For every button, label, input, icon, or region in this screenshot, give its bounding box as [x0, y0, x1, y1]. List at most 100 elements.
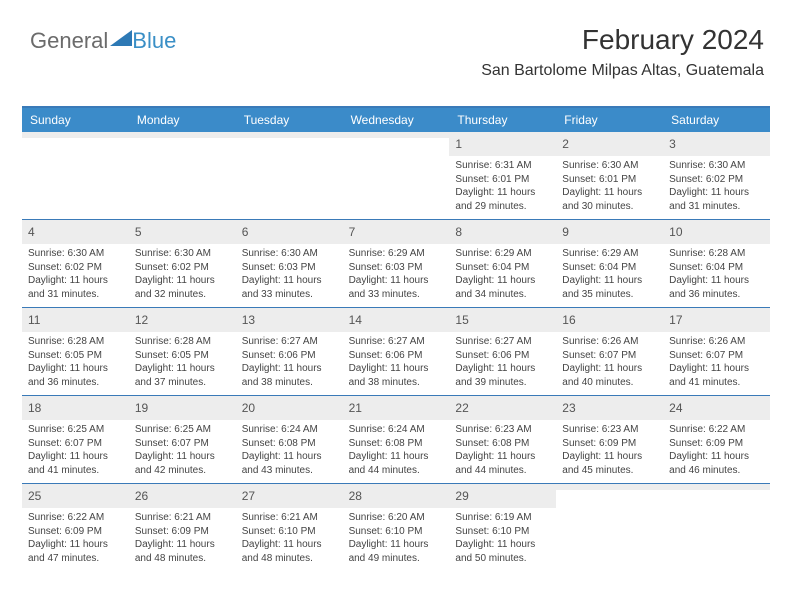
day-header-row: Sunday Monday Tuesday Wednesday Thursday…: [22, 108, 770, 132]
day-header-fri: Friday: [556, 108, 663, 132]
day-number-row: [343, 132, 450, 138]
day-cell: 19Sunrise: 6:25 AMSunset: 6:07 PMDayligh…: [129, 396, 236, 483]
day-details: Sunrise: 6:25 AMSunset: 6:07 PMDaylight:…: [22, 420, 129, 483]
day-number-row: 9: [556, 220, 663, 244]
day-details: Sunrise: 6:24 AMSunset: 6:08 PMDaylight:…: [236, 420, 343, 483]
logo-triangle-icon: [110, 30, 132, 46]
day-number-row: 2: [556, 132, 663, 156]
day-details: Sunrise: 6:22 AMSunset: 6:09 PMDaylight:…: [22, 508, 129, 571]
sunset-text: Sunset: 6:08 PM: [242, 437, 337, 451]
sunset-text: Sunset: 6:08 PM: [349, 437, 444, 451]
day-header-wed: Wednesday: [343, 108, 450, 132]
daylight-text: Daylight: 11 hours and 44 minutes.: [455, 450, 550, 477]
day-number: 13: [242, 313, 255, 327]
day-number-row: [663, 484, 770, 490]
day-cell: 5Sunrise: 6:30 AMSunset: 6:02 PMDaylight…: [129, 220, 236, 307]
sunset-text: Sunset: 6:09 PM: [28, 525, 123, 539]
day-number-row: 8: [449, 220, 556, 244]
week-row: 18Sunrise: 6:25 AMSunset: 6:07 PMDayligh…: [22, 395, 770, 483]
sunset-text: Sunset: 6:04 PM: [455, 261, 550, 275]
daylight-text: Daylight: 11 hours and 41 minutes.: [28, 450, 123, 477]
brand-logo: General Blue: [30, 28, 176, 54]
daylight-text: Daylight: 11 hours and 31 minutes.: [28, 274, 123, 301]
daylight-text: Daylight: 11 hours and 45 minutes.: [562, 450, 657, 477]
sunset-text: Sunset: 6:02 PM: [669, 173, 764, 187]
day-cell: 28Sunrise: 6:20 AMSunset: 6:10 PMDayligh…: [343, 484, 450, 571]
day-cell: 9Sunrise: 6:29 AMSunset: 6:04 PMDaylight…: [556, 220, 663, 307]
daylight-text: Daylight: 11 hours and 29 minutes.: [455, 186, 550, 213]
sunset-text: Sunset: 6:10 PM: [455, 525, 550, 539]
sunrise-text: Sunrise: 6:19 AM: [455, 511, 550, 525]
day-details: Sunrise: 6:19 AMSunset: 6:10 PMDaylight:…: [449, 508, 556, 571]
day-details: Sunrise: 6:28 AMSunset: 6:05 PMDaylight:…: [129, 332, 236, 395]
day-number: 21: [349, 401, 362, 415]
page-header: February 2024 San Bartolome Milpas Altas…: [481, 24, 764, 80]
calendar-grid: Sunday Monday Tuesday Wednesday Thursday…: [22, 106, 770, 571]
day-number-row: [556, 484, 663, 490]
day-number: 7: [349, 225, 356, 239]
daylight-text: Daylight: 11 hours and 41 minutes.: [669, 362, 764, 389]
sunrise-text: Sunrise: 6:30 AM: [135, 247, 230, 261]
day-details: Sunrise: 6:26 AMSunset: 6:07 PMDaylight:…: [556, 332, 663, 395]
daylight-text: Daylight: 11 hours and 38 minutes.: [242, 362, 337, 389]
day-cell: [236, 132, 343, 219]
sunset-text: Sunset: 6:01 PM: [455, 173, 550, 187]
day-details: Sunrise: 6:29 AMSunset: 6:03 PMDaylight:…: [343, 244, 450, 307]
day-number: 15: [455, 313, 468, 327]
sunset-text: Sunset: 6:02 PM: [135, 261, 230, 275]
day-number-row: 14: [343, 308, 450, 332]
day-details: Sunrise: 6:22 AMSunset: 6:09 PMDaylight:…: [663, 420, 770, 483]
sunset-text: Sunset: 6:02 PM: [28, 261, 123, 275]
day-number-row: 13: [236, 308, 343, 332]
day-cell: 8Sunrise: 6:29 AMSunset: 6:04 PMDaylight…: [449, 220, 556, 307]
sunset-text: Sunset: 6:04 PM: [669, 261, 764, 275]
day-details: Sunrise: 6:25 AMSunset: 6:07 PMDaylight:…: [129, 420, 236, 483]
day-details: Sunrise: 6:20 AMSunset: 6:10 PMDaylight:…: [343, 508, 450, 571]
sunrise-text: Sunrise: 6:21 AM: [135, 511, 230, 525]
daylight-text: Daylight: 11 hours and 43 minutes.: [242, 450, 337, 477]
sunset-text: Sunset: 6:04 PM: [562, 261, 657, 275]
sunset-text: Sunset: 6:07 PM: [669, 349, 764, 363]
sunrise-text: Sunrise: 6:31 AM: [455, 159, 550, 173]
day-cell: 13Sunrise: 6:27 AMSunset: 6:06 PMDayligh…: [236, 308, 343, 395]
day-number: 26: [135, 489, 148, 503]
day-header-tue: Tuesday: [236, 108, 343, 132]
day-number-row: 1: [449, 132, 556, 156]
sunset-text: Sunset: 6:06 PM: [349, 349, 444, 363]
daylight-text: Daylight: 11 hours and 48 minutes.: [135, 538, 230, 565]
day-details: Sunrise: 6:30 AMSunset: 6:01 PMDaylight:…: [556, 156, 663, 219]
sunrise-text: Sunrise: 6:28 AM: [135, 335, 230, 349]
sunrise-text: Sunrise: 6:28 AM: [28, 335, 123, 349]
day-number: 5: [135, 225, 142, 239]
sunrise-text: Sunrise: 6:21 AM: [242, 511, 337, 525]
daylight-text: Daylight: 11 hours and 36 minutes.: [28, 362, 123, 389]
day-cell: 16 Sunrise: 6:26 AMSunset: 6:07 PMDayligh…: [556, 308, 663, 395]
daylight-text: Daylight: 11 hours and 38 minutes.: [349, 362, 444, 389]
day-details: Sunrise: 6:28 AMSunset: 6:04 PMDaylight:…: [663, 244, 770, 307]
daylight-text: Daylight: 11 hours and 49 minutes.: [349, 538, 444, 565]
sunrise-text: Sunrise: 6:23 AM: [562, 423, 657, 437]
day-details: Sunrise: 6:28 AMSunset: 6:05 PMDaylight:…: [22, 332, 129, 395]
day-details: Sunrise: 6:30 AMSunset: 6:03 PMDaylight:…: [236, 244, 343, 307]
day-cell: 14Sunrise: 6:27 AMSunset: 6:06 PMDayligh…: [343, 308, 450, 395]
sunset-text: Sunset: 6:07 PM: [562, 349, 657, 363]
sunset-text: Sunset: 6:07 PM: [28, 437, 123, 451]
day-number-row: 20: [236, 396, 343, 420]
day-number: 24: [669, 401, 682, 415]
day-cell: [129, 132, 236, 219]
day-number: 16: [562, 313, 575, 327]
day-cell: 27Sunrise: 6:21 AMSunset: 6:10 PMDayligh…: [236, 484, 343, 571]
sunset-text: Sunset: 6:08 PM: [455, 437, 550, 451]
day-cell: 24 Sunrise: 6:22 AMSunset: 6:09 PMDayligh…: [663, 396, 770, 483]
day-header-sat: Saturday: [663, 108, 770, 132]
day-number-row: 6: [236, 220, 343, 244]
day-number-row: 7: [343, 220, 450, 244]
day-cell: 3Sunrise: 6:30 AMSunset: 6:02 PMDaylight…: [663, 132, 770, 219]
day-number-row: 17: [663, 308, 770, 332]
sunrise-text: Sunrise: 6:25 AM: [28, 423, 123, 437]
sunset-text: Sunset: 6:09 PM: [562, 437, 657, 451]
day-number-row: 12: [129, 308, 236, 332]
sunrise-text: Sunrise: 6:26 AM: [562, 335, 657, 349]
day-number-row: 23: [556, 396, 663, 420]
sunset-text: Sunset: 6:03 PM: [242, 261, 337, 275]
